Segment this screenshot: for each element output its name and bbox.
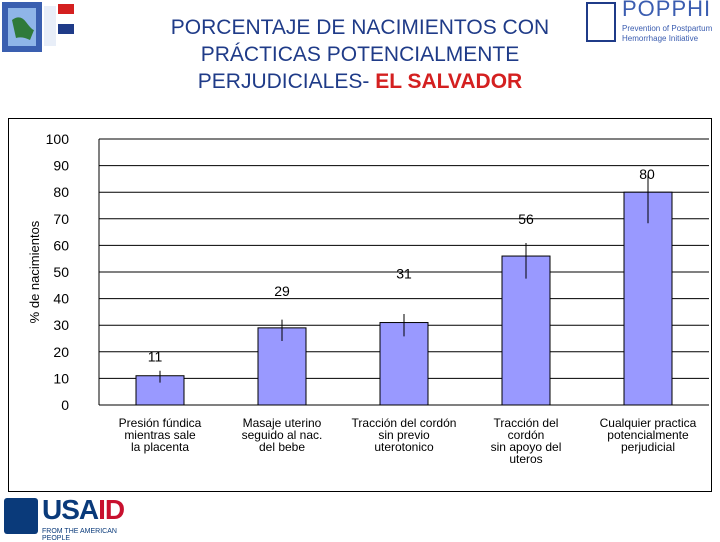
x-tick-label: Masaje uterino seguido al nac. del bebe [242, 416, 323, 454]
usaid-word-suffix: ID [98, 494, 125, 525]
data-label: 80 [639, 166, 655, 182]
title-line-3-prefix: PERJUDICIALES- [197, 70, 370, 93]
title-line-2: PRÁCTICAS POTENCIALMENTE [200, 43, 520, 66]
y-tick-label: 60 [53, 237, 69, 253]
mother-child-icon [586, 2, 616, 42]
x-tick-label: Presión fúndica mientras sale la placenta [119, 416, 202, 454]
bar-chart: 0 10 20 30 40 50 60 70 80 90 100 % de nacimientos 11… [27, 131, 709, 466]
y-tick-label: 0 [61, 397, 69, 413]
data-label: 11 [148, 349, 163, 365]
usaid-wordmark: USAID [42, 494, 125, 526]
title-country: EL SALVADOR [375, 70, 523, 93]
y-axis-label: % de nacimientos [27, 220, 42, 323]
y-tick-label: 30 [53, 317, 69, 333]
y-tick-label: 20 [53, 344, 69, 360]
usaid-word-prefix: USA [42, 494, 99, 525]
y-tick-label: 10 [53, 370, 69, 386]
x-tick-label: Cualquier practica potencialmente perjudic… [600, 416, 697, 454]
title-line-3: PERJUDICIALES- EL SALVADOR [120, 68, 600, 95]
y-tick-label: 100 [46, 131, 70, 147]
x-tick-label: Tracción del cordón sin previo uterotonico [352, 416, 457, 454]
y-tick-label: 70 [53, 211, 69, 227]
page-title: PORCENTAJE DE NACIMIENTOS CON PRÁCTICAS … [120, 14, 600, 95]
data-label: 31 [396, 266, 412, 282]
y-tick-label: 80 [53, 184, 69, 200]
flags-logo [0, 0, 78, 60]
bar [623, 191, 673, 406]
usaid-seal-icon [4, 498, 38, 534]
y-tick-label: 90 [53, 158, 69, 174]
usaid-tagline: FROM THE AMERICAN PEOPLE [42, 528, 117, 542]
x-tick-label: Tracción del cordón sin apoyo del uteros [491, 416, 562, 466]
popphi-logo: POPPHI Prevention of Postpartum Hemorrha… [586, 0, 720, 50]
y-tick-label: 40 [53, 291, 69, 307]
y-tick-label: 50 [53, 264, 69, 280]
data-label: 29 [274, 283, 290, 299]
title-line-1: PORCENTAJE DE NACIMIENTOS CON [170, 16, 550, 39]
data-label: 56 [518, 211, 534, 227]
usaid-logo: USAID FROM THE AMERICAN PEOPLE [0, 494, 125, 542]
popphi-subtitle: Prevention of Postpartum Hemorrhage Init… [622, 24, 713, 43]
popphi-name: POPPHI [622, 0, 712, 21]
chart-panel: 0 10 20 30 40 50 60 70 80 90 100 % de nacimientos 11… [8, 118, 712, 492]
